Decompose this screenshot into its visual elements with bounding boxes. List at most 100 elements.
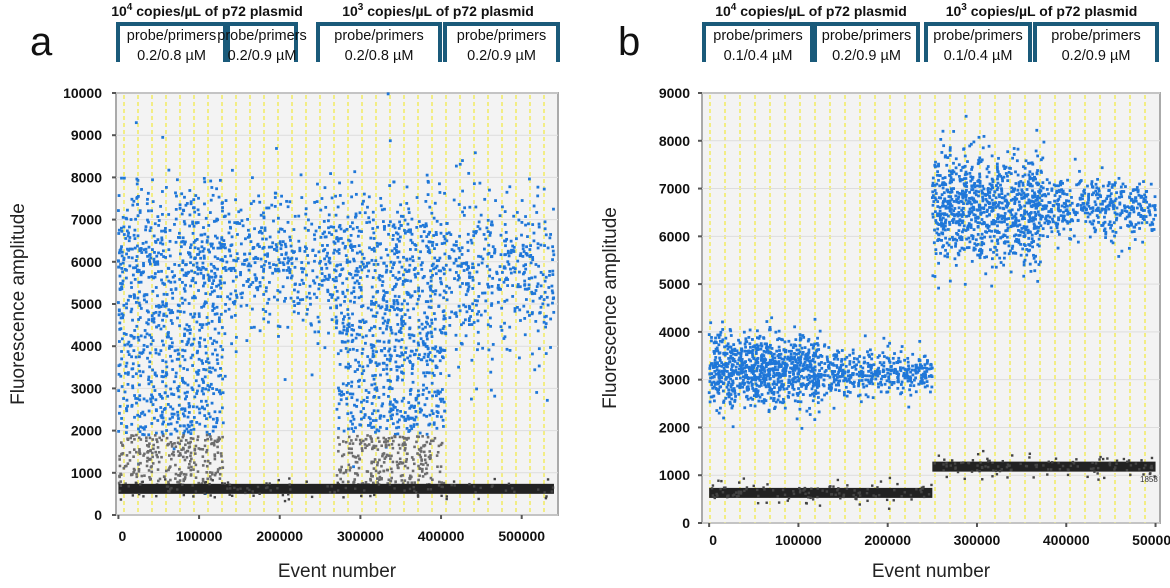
positive-point [118,309,121,312]
positive-point [289,271,292,274]
positive-point [534,276,537,279]
positive-point [346,403,349,406]
positive-point [384,312,387,315]
positive-point [408,316,411,319]
positive-point [129,295,132,298]
positive-point [343,300,346,303]
positive-point [359,251,362,254]
positive-point [352,430,355,433]
positive-point [119,288,122,291]
positive-point [398,271,401,274]
positive-point [407,207,410,210]
positive-point [380,350,383,353]
positive-point [540,244,543,247]
positive-point [965,238,968,241]
positive-point [185,343,188,346]
rain-point [139,462,142,465]
positive-point [189,256,192,259]
positive-point [434,266,437,269]
positive-point [321,244,324,247]
negative-point [233,487,235,489]
rain-point [405,460,408,463]
positive-point [335,326,338,329]
rain-point [420,450,423,453]
positive-point [747,398,750,401]
positive-point [522,244,525,247]
positive-point [990,240,993,243]
rain-point [219,473,222,476]
subgroup-label: probe/primers [334,28,423,44]
positive-point [943,255,946,258]
positive-point [165,365,168,368]
positive-point [321,272,324,275]
positive-point [459,163,462,166]
positive-point [372,276,375,279]
positive-point [243,253,246,256]
positive-point [544,280,547,283]
positive-point [152,385,155,388]
positive-point [209,243,212,246]
rain-point [206,449,209,452]
positive-point [372,334,375,337]
positive-point [439,277,442,280]
positive-point [390,261,393,264]
positive-point [160,328,163,331]
positive-point [429,269,432,272]
positive-point [214,328,217,331]
positive-point [773,386,776,389]
positive-point [158,219,161,222]
positive-point [171,368,174,371]
positive-point [374,388,377,391]
negative-point [252,490,254,492]
positive-point [429,295,432,298]
positive-point [809,365,812,368]
positive-point [297,312,300,315]
positive-point [164,391,167,394]
positive-point [708,391,711,394]
positive-point [488,275,491,278]
positive-point [127,350,130,353]
positive-point [854,365,857,368]
positive-point [270,246,273,249]
positive-point [147,192,150,195]
positive-point [376,245,379,248]
positive-point [860,400,863,403]
positive-point [745,364,748,367]
rain-point [219,477,222,480]
positive-point [396,432,399,435]
positive-point [746,386,749,389]
positive-point [272,220,275,223]
positive-point [173,281,176,284]
positive-point [366,400,369,403]
positive-point [390,417,393,420]
positive-point [187,338,190,341]
rain-point [149,437,152,440]
positive-point [781,358,784,361]
negative-point [205,481,207,483]
positive-point [153,235,156,238]
positive-point [400,346,403,349]
positive-point [260,214,263,217]
positive-point [351,393,354,396]
positive-point [212,265,215,268]
positive-point [354,426,357,429]
positive-point [199,337,202,340]
positive-point [429,325,432,328]
positive-point [770,316,773,319]
positive-point [752,389,755,392]
positive-point [879,361,882,364]
positive-point [435,427,438,430]
positive-point [506,260,509,263]
positive-point [518,309,521,312]
positive-point [403,358,406,361]
positive-point [432,234,435,237]
positive-point [547,304,550,307]
positive-point [339,273,342,276]
rain-point [342,481,345,484]
positive-point [399,236,402,239]
positive-point [445,264,448,267]
rain-point [396,464,399,467]
rain-point [352,442,355,445]
positive-point [358,282,361,285]
positive-point [222,391,225,394]
